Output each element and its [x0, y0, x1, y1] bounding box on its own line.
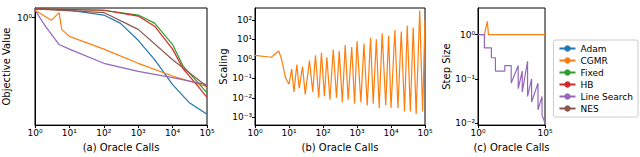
- svg-text:10⁰: 10⁰: [247, 128, 262, 138]
- svg-text:Fixed: Fixed: [580, 68, 603, 78]
- svg-text:10³: 10³: [131, 128, 146, 138]
- svg-text:10⁵: 10⁵: [537, 128, 552, 138]
- svg-text:Objective Value: Objective Value: [1, 28, 12, 106]
- svg-text:10²: 10²: [315, 128, 330, 138]
- svg-text:10³: 10³: [349, 128, 364, 138]
- svg-text:NES: NES: [580, 104, 598, 114]
- svg-text:10⁰: 10⁰: [27, 128, 42, 138]
- svg-text:Line Search: Line Search: [580, 92, 633, 102]
- svg-text:CGMR: CGMR: [580, 56, 607, 66]
- svg-text:(a) Oracle Calls: (a) Oracle Calls: [83, 142, 160, 153]
- svg-text:10²: 10²: [96, 128, 111, 138]
- svg-text:10⁰: 10⁰: [460, 30, 475, 40]
- svg-text:10⁰: 10⁰: [237, 54, 252, 64]
- svg-text:Scaling: Scaling: [218, 48, 229, 84]
- svg-text:10⁵: 10⁵: [199, 128, 214, 138]
- svg-text:10¹: 10¹: [237, 34, 252, 44]
- svg-text:HB: HB: [580, 80, 593, 90]
- svg-text:10²: 10²: [237, 15, 252, 25]
- svg-text:10⁰: 10⁰: [17, 13, 32, 23]
- svg-text:10⁻³: 10⁻³: [232, 112, 252, 122]
- svg-text:10⁻¹: 10⁻¹: [455, 74, 475, 84]
- svg-text:Adam: Adam: [580, 44, 606, 54]
- svg-text:10¹: 10¹: [281, 128, 296, 138]
- svg-text:10⁻¹: 10⁻¹: [232, 73, 252, 83]
- svg-text:10⁻²: 10⁻²: [455, 118, 475, 128]
- svg-text:(c) Oracle Calls: (c) Oracle Calls: [473, 142, 549, 153]
- svg-text:(b) Oracle Calls: (b) Oracle Calls: [302, 142, 379, 153]
- svg-text:10¹: 10¹: [62, 128, 77, 138]
- svg-text:10⁻²: 10⁻²: [232, 93, 252, 103]
- svg-text:10⁴: 10⁴: [165, 128, 180, 138]
- svg-text:10⁴: 10⁴: [383, 128, 398, 138]
- svg-text:Step Size: Step Size: [441, 43, 452, 89]
- svg-text:10⁰: 10⁰: [470, 128, 485, 138]
- svg-text:10⁵: 10⁵: [417, 128, 432, 138]
